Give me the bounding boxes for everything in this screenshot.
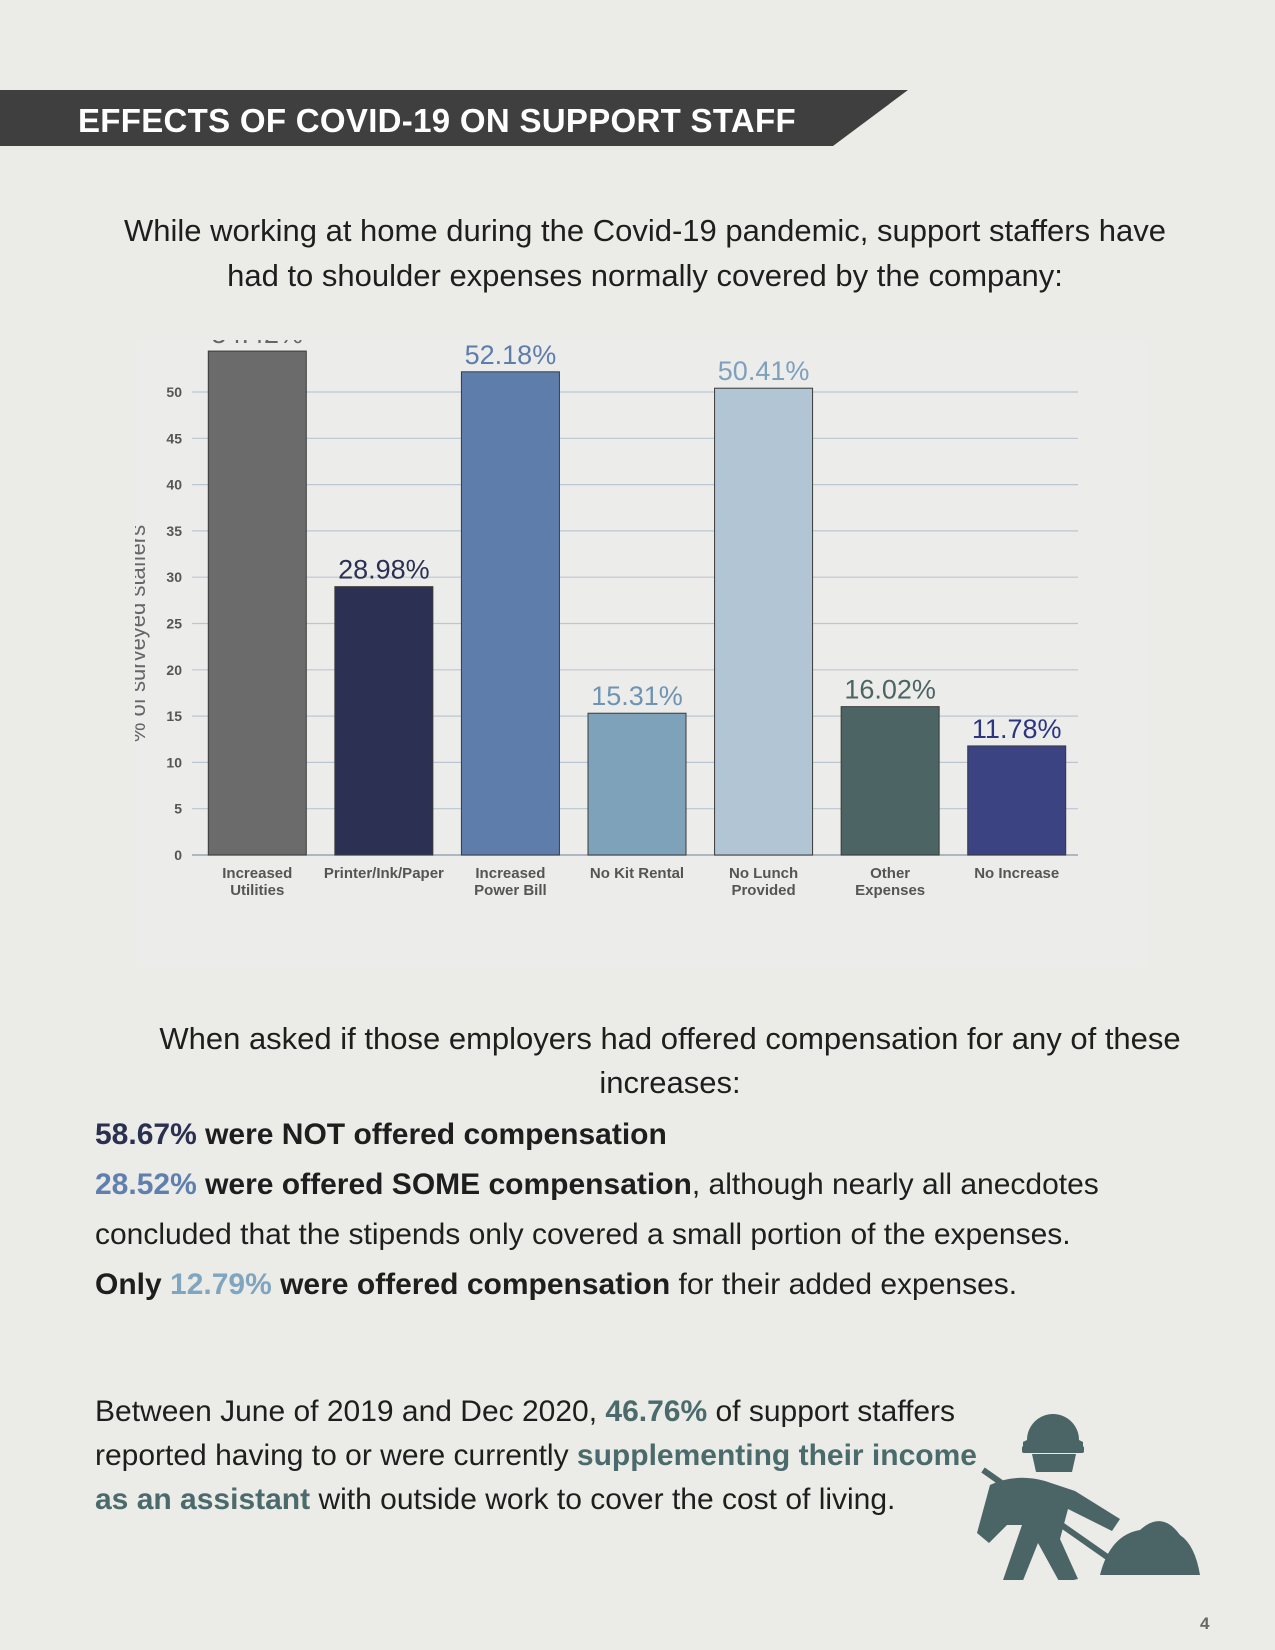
x-category-label: Expenses <box>855 882 925 899</box>
y-tick-label: 0 <box>174 847 182 863</box>
y-tick-label: 5 <box>174 801 182 817</box>
construction-worker-shovel-icon <box>960 1410 1200 1583</box>
y-tick-label: 45 <box>166 430 182 446</box>
bar <box>714 387 814 856</box>
stat-not-offered-text: were NOT offered compensation <box>196 1118 667 1151</box>
y-tick-label: 35 <box>166 523 182 539</box>
x-category-label: No Lunch <box>729 865 798 882</box>
x-category-label: No Kit Rental <box>590 865 684 882</box>
stat-some-pct: 28.52% <box>95 1168 197 1201</box>
y-tick-label: 15 <box>166 708 182 724</box>
bar <box>587 712 687 856</box>
bar-value-label: 52.18% <box>465 340 557 370</box>
bottom-part-3: with outside work to cover the cost of l… <box>310 1483 896 1516</box>
page-number: 4 <box>1200 1614 1210 1633</box>
chart-svg: 0 5 10 15 20 25 30 35 40 45 50 % of surveyed staffe… <box>135 340 1078 899</box>
x-category-label: Increased <box>475 865 545 882</box>
bar <box>967 745 1067 856</box>
bar <box>207 350 307 856</box>
stat-only-rest: for their added expenses. <box>670 1268 1018 1301</box>
intro-line-2: had to shoulder expenses normally covere… <box>227 258 1063 293</box>
stat-some-bold: were offered SOME compensation <box>196 1168 692 1201</box>
stat-only-bold: were offered compensation <box>271 1268 671 1301</box>
bar <box>460 371 560 856</box>
x-category-label: Provided <box>731 882 795 899</box>
bottom-part-1: Between June of 2019 and Dec 2020, <box>95 1395 606 1428</box>
question-line-2: increases: <box>599 1065 741 1100</box>
banner-title: EFFECTS OF COVID-19 ON SUPPORT STAFF <box>78 102 796 139</box>
y-tick-label: 25 <box>166 616 182 632</box>
stat-only-offered: Only 12.79% were offered compensation fo… <box>95 1260 1245 1310</box>
x-category-label: Increased <box>222 865 292 882</box>
stat-some-line-2: concluded that the stipends only covered… <box>95 1218 1071 1251</box>
intro-text: While working at home during the Covid-1… <box>90 208 1200 298</box>
bar-value-label: 28.98% <box>338 555 430 585</box>
bar-value-label: 11.78% <box>972 714 1062 744</box>
y-tick-label: 50 <box>166 384 182 400</box>
section-banner: EFFECTS OF COVID-19 ON SUPPORT STAFF <box>0 90 910 146</box>
bar <box>840 706 940 856</box>
stat-some-offered: 28.52% were offered SOME compensation, a… <box>95 1160 1245 1210</box>
y-tick-label: 20 <box>166 662 182 678</box>
y-tick-label: 10 <box>166 754 182 770</box>
bar-value-label: 54.42% <box>211 340 303 349</box>
intro-line-1: While working at home during the Covid-1… <box>124 213 1166 248</box>
bar-value-label: 16.02% <box>844 675 936 705</box>
bar <box>334 586 434 856</box>
y-axis-label: % of surveyed staffers <box>135 525 150 742</box>
supplementing-income-paragraph: Between June of 2019 and Dec 2020, 46.76… <box>95 1390 995 1522</box>
stat-only-pct: 12.79% <box>170 1268 272 1301</box>
stat-not-offered: 58.67% were NOT offered compensation <box>95 1110 1245 1160</box>
compensation-stats: 58.67% were NOT offered compensation 28.… <box>95 1110 1245 1310</box>
bar-value-label: 15.31% <box>591 681 683 711</box>
banner-background <box>0 90 908 146</box>
x-category-label: Printer/Ink/Paper <box>324 865 444 882</box>
x-category-label: Utilities <box>230 882 284 899</box>
x-category-label: Other <box>870 865 910 882</box>
question-line-1: When asked if those employers had offere… <box>159 1021 1181 1056</box>
y-tick-label: 40 <box>166 477 182 493</box>
x-category-label: Power Bill <box>474 882 547 899</box>
bottom-part-2: of support staffers reported having to o… <box>95 1395 956 1472</box>
x-category-label: No Increase <box>974 865 1059 882</box>
compensation-question: When asked if those employers had offere… <box>95 1017 1245 1105</box>
y-tick-label: 30 <box>166 569 182 585</box>
stat-only-word: Only <box>95 1268 171 1301</box>
stat-not-offered-pct: 58.67% <box>95 1118 197 1151</box>
stat-some-rest: , although nearly all anecdotes <box>691 1168 1099 1201</box>
expenses-bar-chart: 0 5 10 15 20 25 30 35 40 45 50 % of surveyed staffe… <box>135 340 1147 968</box>
bottom-pct: 46.76% <box>605 1395 708 1428</box>
bottom-bold: supplementing their income as an assista… <box>95 1439 977 1516</box>
bar-value-label: 50.41% <box>718 356 810 386</box>
